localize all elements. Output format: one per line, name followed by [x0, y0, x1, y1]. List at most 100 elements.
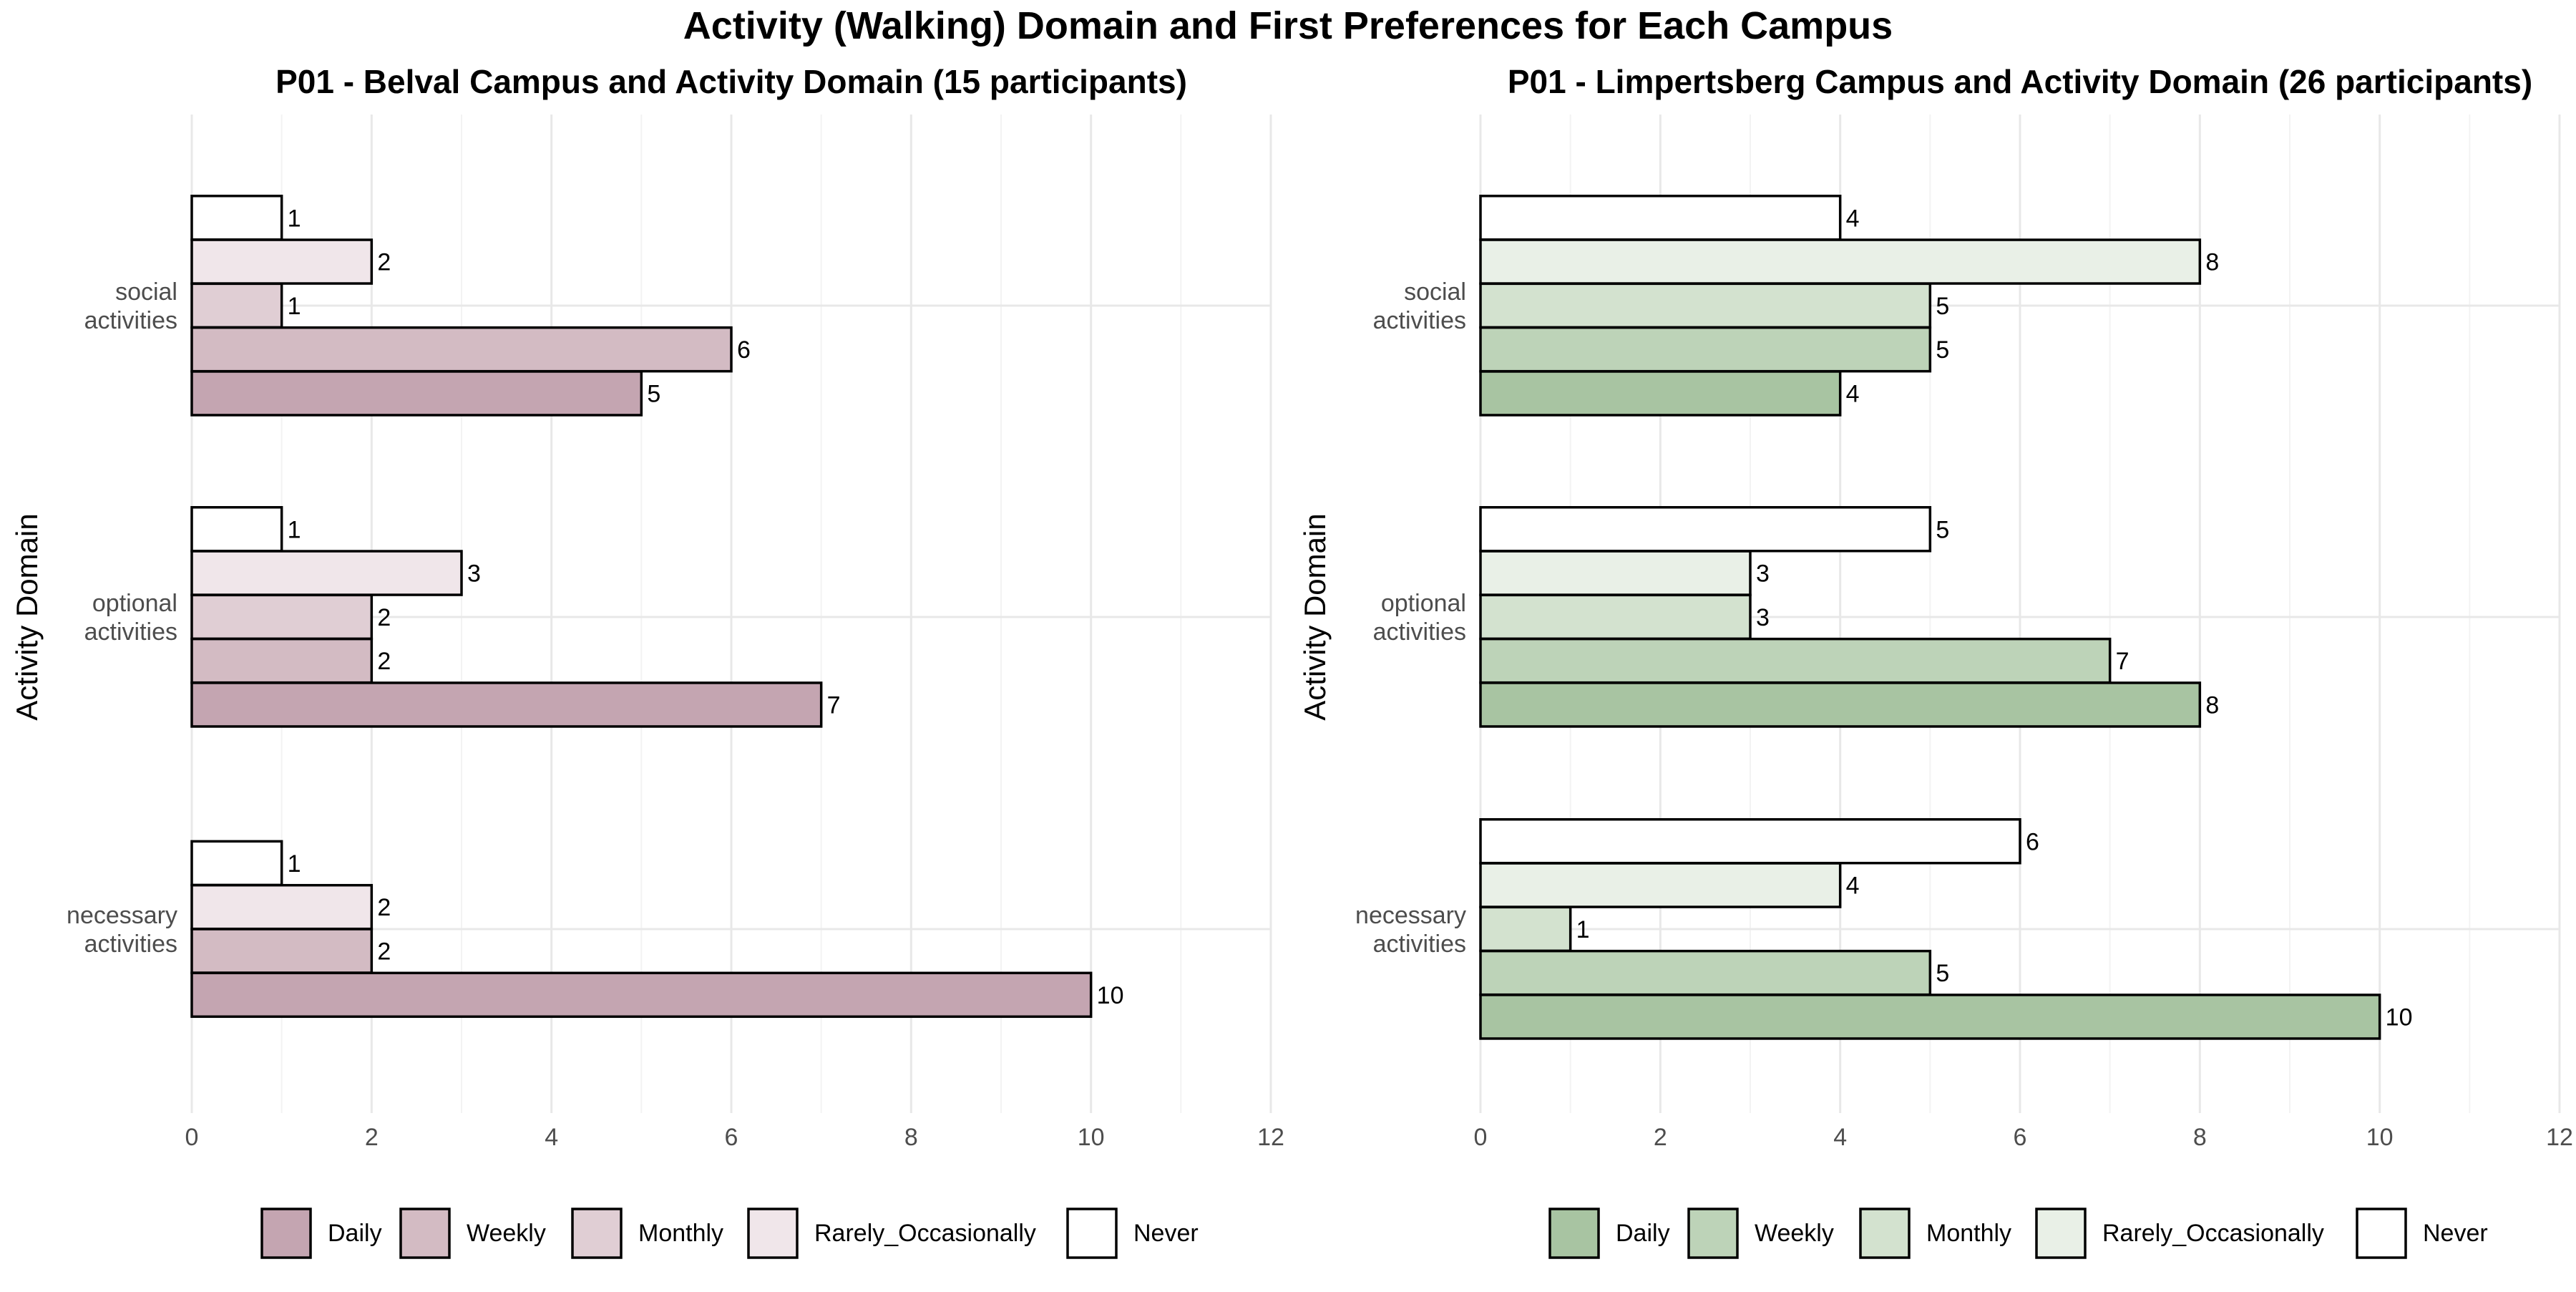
bar-social-activities-weekly — [190, 326, 733, 373]
legend-label-weekly: Weekly — [1755, 1220, 1834, 1247]
category-label-necessary-activities: necessary activities — [67, 902, 177, 958]
bar-optional-activities-rarely-occasionally — [190, 550, 463, 596]
bar-necessary-activities-rarely-occasionally — [1479, 862, 1842, 908]
bar-social-activities-rarely-occasionally — [190, 238, 374, 285]
data-label: 1 — [1576, 916, 1590, 943]
data-label: 2 — [377, 894, 391, 921]
bar-necessary-activities-daily — [190, 971, 1093, 1019]
legend-label-rarely-occasionally: Rarely_Occasionally — [2102, 1220, 2324, 1247]
legend-label-never: Never — [1133, 1220, 1199, 1247]
category-label-social-activities: social activities — [84, 278, 177, 334]
data-label: 7 — [2116, 648, 2129, 675]
bar-social-activities-daily — [190, 370, 643, 417]
legend-label-daily: Daily — [328, 1220, 382, 1247]
figure-title: Activity (Walking) Domain and First Pref… — [683, 4, 1893, 47]
x-tick-label: 6 — [2014, 1124, 2027, 1151]
data-label: 5 — [1936, 516, 1949, 543]
legend-key-daily — [1548, 1208, 1600, 1259]
data-label: 2 — [377, 604, 391, 631]
legend-key-monthly — [1859, 1208, 1911, 1259]
data-label: 4 — [1846, 205, 1860, 232]
x-tick-label: 12 — [1257, 1124, 1284, 1151]
bar-optional-activities-rarely-occasionally — [1479, 550, 1752, 596]
data-label: 1 — [288, 850, 301, 878]
panel-title: P01 - Belval Campus and Activity Domain … — [275, 63, 1187, 100]
data-label: 3 — [1756, 604, 1770, 631]
y-axis-label: Activity Domain — [1298, 513, 1332, 720]
bar-social-activities-monthly — [190, 282, 283, 329]
data-label: 1 — [288, 516, 301, 543]
x-tick-label: 4 — [545, 1124, 558, 1151]
category-label-social-activities: social activities — [1373, 278, 1466, 334]
x-tick-label: 2 — [1654, 1124, 1667, 1151]
legend-key-rarely-occasionally — [747, 1208, 799, 1259]
bar-social-activities-daily — [1479, 370, 1842, 417]
x-tick-label: 6 — [725, 1124, 738, 1151]
bar-optional-activities-weekly — [1479, 637, 2112, 684]
data-label: 5 — [1936, 960, 1949, 987]
data-label: 10 — [2386, 1004, 2413, 1031]
legend-key-monthly — [571, 1208, 623, 1259]
x-tick-label: 4 — [1833, 1124, 1847, 1151]
x-tick-label: 8 — [2193, 1124, 2207, 1151]
legend-label-never: Never — [2423, 1220, 2488, 1247]
data-label: 1 — [288, 205, 301, 232]
legend-label-daily: Daily — [1616, 1220, 1670, 1247]
belval-panel: P01 - Belval Campus and Activity Domain … — [10, 63, 1284, 1259]
bar-necessary-activities-never — [190, 840, 283, 887]
bar-optional-activities-monthly — [1479, 593, 1752, 641]
panel-title: P01 - Limpertsberg Campus and Activity D… — [1508, 63, 2532, 100]
data-label: 7 — [827, 691, 841, 719]
data-label: 2 — [377, 648, 391, 675]
data-label: 8 — [2205, 249, 2219, 276]
legend-key-weekly — [399, 1208, 451, 1259]
bar-necessary-activities-weekly — [190, 928, 374, 974]
x-tick-label: 12 — [2546, 1124, 2573, 1151]
data-label: 10 — [1097, 982, 1124, 1009]
data-label: 4 — [1846, 380, 1860, 407]
data-label: 4 — [1846, 873, 1860, 900]
data-label: 2 — [377, 249, 391, 276]
bar-optional-activities-daily — [1479, 681, 2202, 728]
legend-key-weekly — [1687, 1208, 1739, 1259]
bar-social-activities-weekly — [1479, 326, 1932, 373]
bar-optional-activities-weekly — [190, 637, 374, 684]
data-label: 6 — [2026, 828, 2039, 855]
data-label: 2 — [377, 938, 391, 966]
bar-social-activities-never — [1479, 195, 1842, 241]
bar-social-activities-monthly — [1479, 282, 1932, 329]
limpertsberg-panel: P01 - Limpertsberg Campus and Activity D… — [1298, 63, 2573, 1259]
data-label: 5 — [1936, 293, 1949, 320]
data-label: 3 — [467, 560, 481, 588]
legend-label-monthly: Monthly — [1926, 1220, 2011, 1247]
y-axis-label: Activity Domain — [10, 513, 44, 720]
bar-necessary-activities-daily — [1479, 994, 2381, 1040]
x-tick-label: 8 — [904, 1124, 918, 1151]
bar-optional-activities-daily — [190, 681, 823, 728]
category-label-optional-activities: optional activities — [1373, 590, 1466, 646]
legend-key-daily — [260, 1208, 312, 1259]
legend-label-monthly: Monthly — [638, 1220, 723, 1247]
bar-necessary-activities-monthly — [1479, 905, 1572, 953]
bar-optional-activities-never — [1479, 506, 1932, 553]
x-tick-label: 0 — [1474, 1124, 1488, 1151]
category-label-optional-activities: optional activities — [84, 590, 177, 646]
legend-label-rarely-occasionally: Rarely_Occasionally — [814, 1220, 1036, 1247]
bar-necessary-activities-rarely-occasionally — [190, 883, 374, 931]
x-tick-label: 10 — [2366, 1124, 2394, 1151]
x-tick-label: 2 — [365, 1124, 379, 1151]
data-label: 6 — [737, 336, 751, 364]
legend-key-never — [1066, 1208, 1118, 1259]
data-label: 8 — [2205, 691, 2219, 719]
x-tick-label: 0 — [185, 1124, 199, 1151]
data-label: 1 — [288, 293, 301, 320]
bar-social-activities-never — [190, 195, 283, 241]
legend-label-weekly: Weekly — [467, 1220, 546, 1247]
bar-optional-activities-never — [190, 506, 283, 553]
data-label: 3 — [1756, 560, 1770, 588]
x-tick-label: 10 — [1078, 1124, 1105, 1151]
legend-key-rarely-occasionally — [2035, 1208, 2087, 1259]
data-label: 5 — [1936, 336, 1949, 364]
